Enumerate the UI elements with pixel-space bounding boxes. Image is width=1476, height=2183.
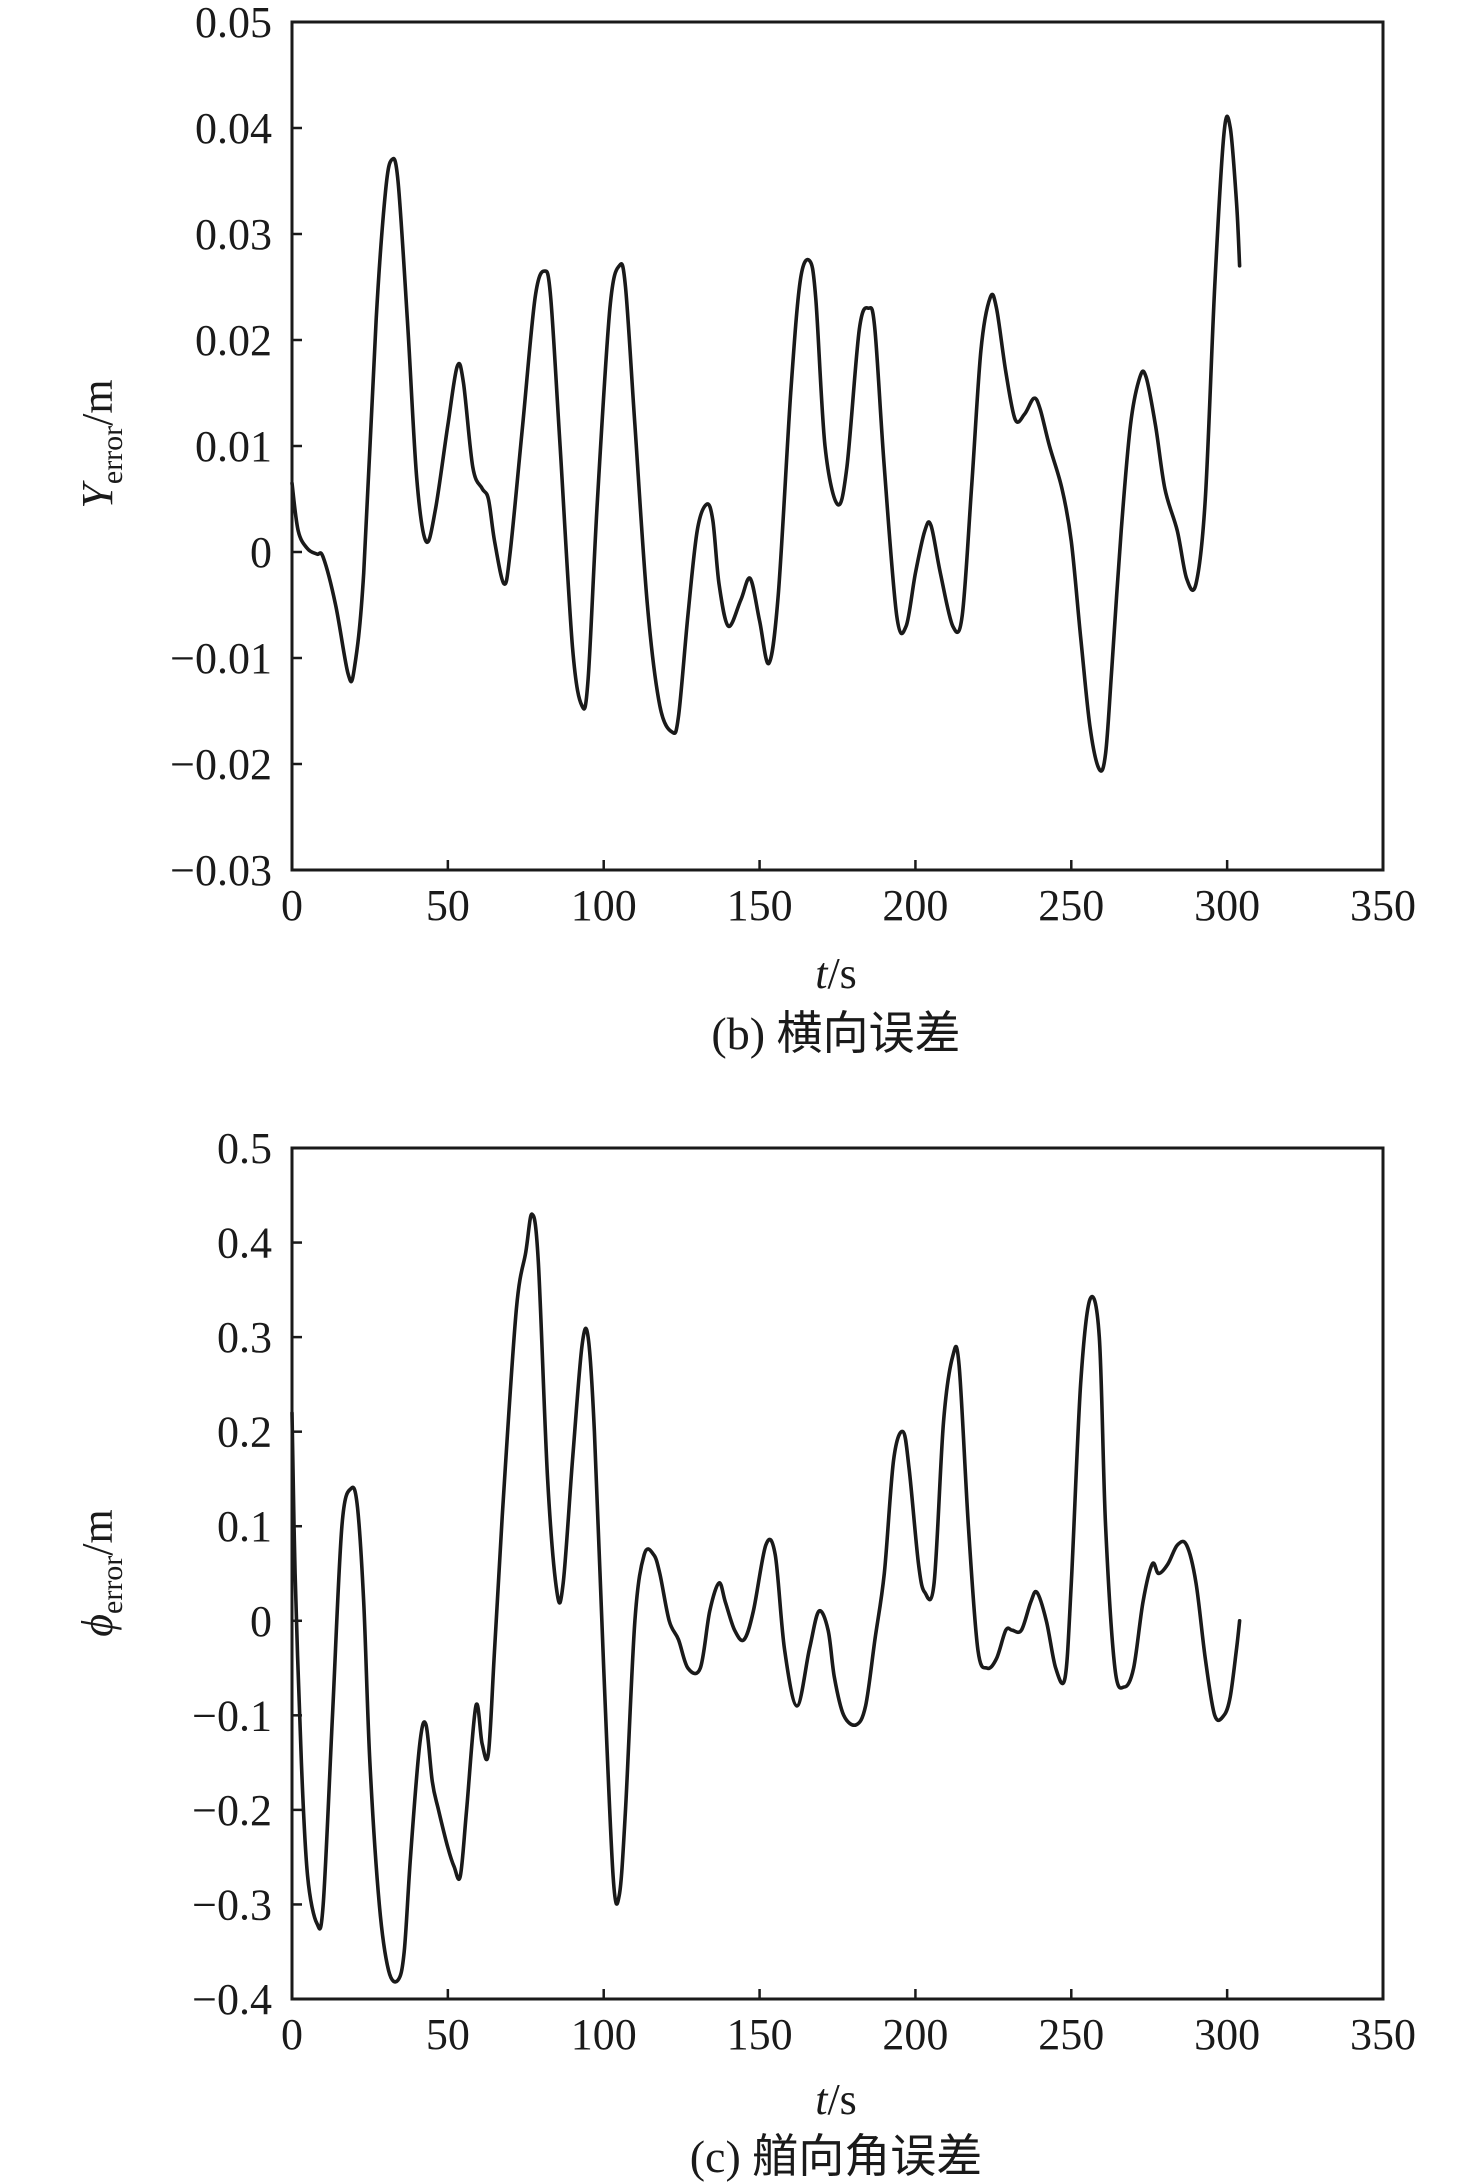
y-ticks: 0.05 0.04 0.03 0.02 0.01 0 −0.01 −0.02 −0.03	[170, 0, 302, 895]
plot-frame	[290, 1146, 1385, 2001]
y-axis-label: ϕerror/m	[73, 1509, 129, 1637]
x-tick-label: 200	[882, 881, 948, 930]
x-axis-label: t/s	[815, 2075, 857, 2124]
x-tick-label: 0	[281, 881, 303, 930]
x-tick-label: 50	[426, 881, 470, 930]
x-tick-label: 250	[1038, 881, 1104, 930]
y-tick-label: −0.02	[170, 740, 272, 789]
y-tick-label: −0.03	[170, 846, 272, 895]
chart-heading-angle-error: 0 50 100 150 200 250 300 350 0.50.40.30.20.10−0…	[73, 1124, 1416, 2182]
x-tick-label: 300	[1194, 2010, 1260, 2059]
x-axis-label-unit: /s	[827, 949, 856, 998]
y-axis-label-unit: /m	[73, 379, 122, 425]
y-tick-label: −0.1	[192, 1691, 272, 1740]
x-ticks: 0 50 100 150 200 250 300 350	[281, 860, 1416, 930]
x-ticks: 0 50 100 150 200 250 300 350	[281, 1989, 1416, 2059]
x-tick-label: 350	[1350, 881, 1416, 930]
x-tick-label: 150	[727, 2010, 793, 2059]
x-tick-label: 0	[281, 2010, 303, 2059]
y-tick-label: 0.04	[195, 104, 272, 153]
x-tick-label: 250	[1038, 2010, 1104, 2059]
y-ticks: 0.5 0.4 0.3 0.2 0.1 0 −0.1 −0.2 −0.3 −0.4	[192, 1124, 302, 2024]
y-tick-label: 0	[250, 528, 272, 577]
y-tick-label: 0	[250, 1597, 272, 1646]
y-axis-label-sub: error	[96, 1556, 129, 1614]
series-line	[290, 1212, 1242, 1984]
x-axis-label: t/s	[815, 949, 857, 998]
y-tick-label: 0.3	[217, 1313, 272, 1362]
y-tick-label: 0.4	[217, 1219, 272, 1268]
chart-lateral-error: 0 50 100 150 200 250 300 350 0.050.040.030.020.…	[73, 0, 1416, 1059]
y-tick-label: 0.03	[195, 210, 272, 259]
y-tick-label: 0.05	[195, 0, 272, 47]
y-axis-label-sub: error	[96, 426, 129, 484]
y-tick-label: 0.02	[195, 316, 272, 365]
x-axis-label-main: t	[815, 949, 829, 998]
x-tick-label: 100	[571, 2010, 637, 2059]
y-axis-label: Yerror/m	[73, 379, 129, 508]
y-tick-label: −0.3	[192, 1880, 272, 1929]
x-tick-label: 200	[882, 2010, 948, 2059]
y-tick-label: −0.4	[192, 1975, 272, 2024]
chart-caption: (b) 横向误差	[711, 1008, 960, 1059]
y-tick-label: −0.01	[170, 634, 272, 683]
x-axis-label-unit: /s	[827, 2075, 856, 2124]
x-tick-label: 300	[1194, 881, 1260, 930]
y-tick-label: 0.1	[217, 1502, 272, 1551]
plot-frame	[290, 20, 1385, 872]
x-tick-label: 50	[426, 2010, 470, 2059]
y-tick-label: −0.2	[192, 1786, 272, 1835]
y-axis-label-main: Y	[73, 480, 122, 509]
y-tick-label: 0.01	[195, 422, 272, 471]
x-tick-label: 150	[727, 881, 793, 930]
series-line	[290, 114, 1242, 773]
y-axis-label-unit: /m	[73, 1509, 122, 1555]
x-tick-label: 350	[1350, 2010, 1416, 2059]
y-tick-label: 0.5	[217, 1124, 272, 1173]
chart-caption: (c) 艏向角误差	[690, 2131, 983, 2182]
y-tick-label: 0.2	[217, 1408, 272, 1457]
x-tick-label: 100	[571, 881, 637, 930]
x-axis-label-main: t	[815, 2075, 829, 2124]
y-axis-label-main: ϕ	[73, 1614, 122, 1637]
